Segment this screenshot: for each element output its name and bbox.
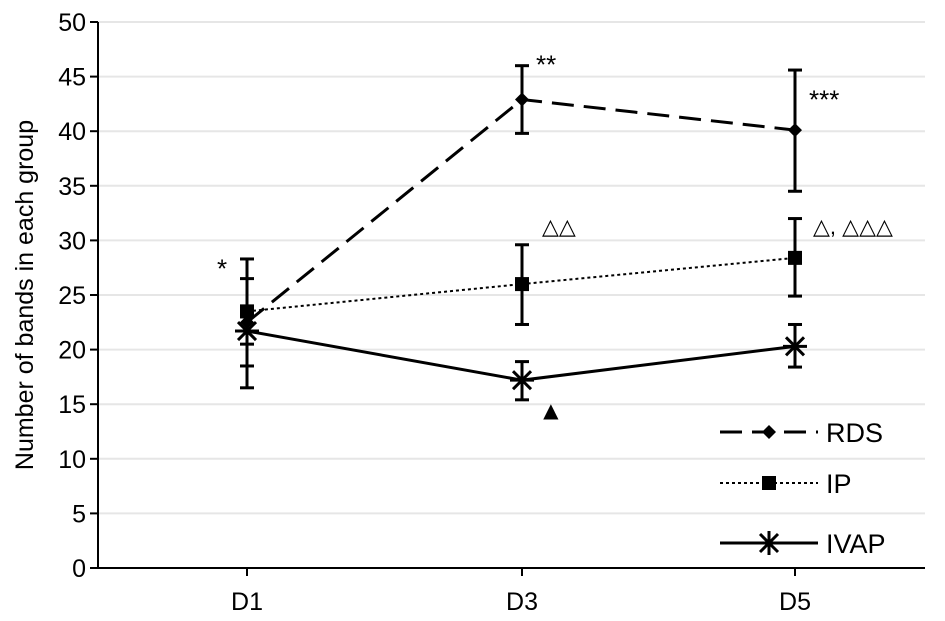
y-tick-label: 15 [58, 391, 86, 419]
x-tick-label: D3 [506, 588, 538, 616]
annotation: △△ [542, 214, 576, 239]
data-point-rds [788, 123, 802, 138]
annotation: ** [536, 49, 556, 79]
data-point-ip [240, 304, 254, 319]
y-axis-label: Number of bands in each group [11, 120, 39, 470]
data-point-ip [515, 277, 529, 292]
y-tick-label: 40 [58, 118, 86, 146]
y-tick-label: 0 [72, 555, 86, 583]
x-tick-label: D5 [779, 588, 811, 616]
y-tick-label: 35 [58, 173, 86, 201]
y-tick-label: 30 [58, 227, 86, 255]
y-tick-label: 5 [72, 500, 86, 528]
y-tick-label: 45 [58, 64, 86, 92]
data-point-rds [515, 92, 529, 107]
data-point-ip [788, 250, 802, 265]
legend-label: RDS [826, 418, 883, 448]
y-tick-label: 20 [58, 337, 86, 365]
data-point-ivap [235, 319, 259, 344]
annotation: ▲ [538, 396, 564, 426]
legend-marker [762, 476, 776, 490]
annotation: *** [809, 84, 839, 114]
legend-marker [762, 425, 776, 439]
y-tick-label: 50 [58, 9, 86, 37]
legend-label: IP [826, 469, 852, 499]
x-tick-label: D1 [231, 588, 263, 616]
y-tick-label: 25 [58, 282, 86, 310]
legend-marker [757, 531, 781, 555]
data-point-ivap [510, 368, 534, 393]
legend-label: IVAP [826, 529, 886, 559]
annotation: * [217, 254, 227, 284]
annotation: △, △△△ [813, 214, 893, 239]
data-point-ivap [783, 334, 807, 359]
y-tick-label: 10 [58, 446, 86, 474]
